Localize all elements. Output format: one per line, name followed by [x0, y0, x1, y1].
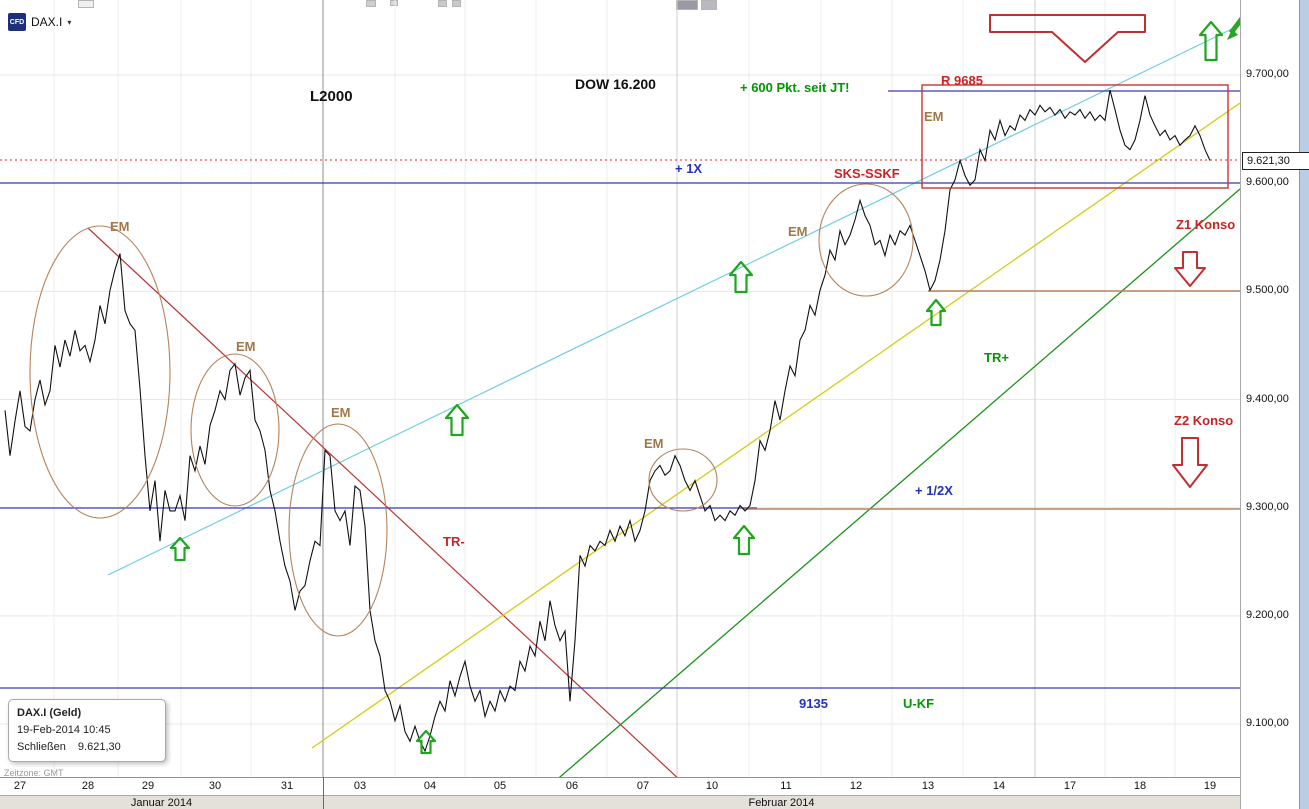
- pencil-icon[interactable]: [1227, 13, 1240, 40]
- x-tick-label: 13: [921, 780, 935, 792]
- annotation-r9685[interactable]: R 9685: [941, 73, 983, 88]
- toolbar-fragment[interactable]: [390, 0, 398, 6]
- annotation-em-2[interactable]: EM: [236, 339, 256, 354]
- y-tick-label: 9.200,00: [1246, 608, 1289, 621]
- y-tick-label: 9.600,00: [1246, 176, 1289, 189]
- x-tick-label: 07: [636, 780, 650, 792]
- annotation-u-kf[interactable]: U-KF: [903, 696, 935, 711]
- up-arrow-icon[interactable]: [732, 524, 756, 556]
- toolbar-fragment[interactable]: [452, 0, 461, 7]
- x-tick-label: 12: [849, 780, 863, 792]
- up-arrow-icon[interactable]: [728, 260, 754, 294]
- up-arrow-icon[interactable]: [925, 298, 947, 327]
- annotation-z1-konso[interactable]: Z1 Konso: [1176, 217, 1236, 232]
- x-tick-label: 17: [1063, 780, 1077, 792]
- annotation-em-3[interactable]: EM: [331, 405, 351, 420]
- em-ellipse-4[interactable]: [648, 448, 718, 512]
- annotation-tr-plus[interactable]: TR+: [984, 350, 1009, 365]
- down-arrow-icon[interactable]: [1172, 437, 1208, 488]
- x-tick-label: 03: [353, 780, 367, 792]
- annotation-sks-sskf[interactable]: SKS-SSKF: [834, 166, 900, 181]
- x-tick-label: 19: [1203, 780, 1217, 792]
- annotation-plus-half-x[interactable]: + 1/2X: [915, 483, 953, 498]
- up-arrow-icon[interactable]: [444, 403, 470, 437]
- x-tick-label: 27: [13, 780, 27, 792]
- em-ellipse-1[interactable]: [29, 225, 171, 519]
- instrument-name: DAX.I: [31, 15, 63, 29]
- up-arrow-icon[interactable]: [1198, 20, 1224, 62]
- annotation-l2000[interactable]: L2000: [310, 88, 353, 105]
- y-tick-label: 9.400,00: [1246, 392, 1289, 405]
- chart-bottom-border: [0, 777, 1240, 778]
- x-tick-label: 14: [992, 780, 1006, 792]
- trendline-tr-minus[interactable]: [87, 227, 682, 777]
- toolbar-fragment[interactable]: [701, 0, 717, 10]
- down-arrow-icon[interactable]: [989, 14, 1146, 63]
- annotation-tr-minus[interactable]: TR-: [443, 534, 465, 549]
- x-tick-label: 04: [423, 780, 437, 792]
- x-tick-label: 05: [493, 780, 507, 792]
- price-axis[interactable]: 9.700,00 9.600,00 9.500,00 9.400,00 9.300,00…: [1240, 0, 1299, 809]
- toolbar-fragment[interactable]: [78, 0, 94, 8]
- month-strip: Januar 2014 Februar 2014: [0, 795, 1240, 809]
- annotation-dow[interactable]: DOW 16.200: [575, 76, 656, 92]
- x-tick-label: 29: [141, 780, 155, 792]
- annotation-9135[interactable]: 9135: [799, 696, 828, 711]
- instrument-selector[interactable]: CFD DAX.I ▾: [8, 13, 71, 31]
- chevron-down-icon: ▾: [67, 17, 72, 27]
- gridlines: [0, 0, 1240, 777]
- down-arrow-icon[interactable]: [1174, 251, 1206, 287]
- chart-canvas[interactable]: [0, 0, 1240, 777]
- trendline-cyan-rising[interactable]: [107, 24, 1240, 576]
- tooltip-close-value: 9.621,30: [77, 741, 121, 754]
- annotation-em-6[interactable]: EM: [924, 109, 944, 124]
- cfd-logo-icon: CFD: [8, 13, 26, 31]
- x-tick-label: 30: [208, 780, 222, 792]
- up-arrow-icon[interactable]: [169, 536, 191, 562]
- em-ellipse-2[interactable]: [190, 353, 280, 507]
- annotation-600pkt[interactable]: + 600 Pkt. seit JT!: [740, 80, 850, 95]
- y-tick-label: 9.700,00: [1246, 68, 1289, 80]
- quote-tooltip: DAX.I (Geld) 19-Feb-2014 10:45 Schließen…: [8, 699, 166, 763]
- x-tick-label: 10: [705, 780, 719, 792]
- annotation-plus-1x[interactable]: + 1X: [675, 161, 703, 176]
- trendline-tr-plus[interactable]: [553, 188, 1240, 777]
- annotation-em-5[interactable]: EM: [788, 224, 808, 239]
- annotation-em-1[interactable]: EM: [110, 219, 130, 234]
- y-tick-label: 9.300,00: [1246, 500, 1289, 513]
- x-tick-label: 31: [280, 780, 294, 792]
- up-arrow-icon[interactable]: [415, 729, 437, 755]
- y-tick-label: 9.500,00: [1246, 284, 1289, 297]
- y-tick-label: 9.100,00: [1246, 717, 1289, 729]
- date-axis[interactable]: 27 28 29 30 31 03 04 05 06 07 10 11 12 13 14 17 18 19: [0, 778, 1240, 795]
- em-ellipse-3[interactable]: [288, 423, 388, 637]
- tooltip-title: DAX.I (Geld): [17, 707, 82, 719]
- month-label-januar: Januar 2014: [130, 797, 193, 809]
- tooltip-close-label: Schließen: [17, 741, 66, 754]
- tooltip-datetime: 19-Feb-2014 10:45: [17, 724, 111, 737]
- side-panel-strip: [1299, 0, 1309, 809]
- last-price-badge: 9.621,30: [1242, 152, 1309, 170]
- annotation-z2-konso[interactable]: Z2 Konso: [1174, 413, 1234, 428]
- toolbar-fragment[interactable]: [366, 0, 376, 7]
- x-tick-label: 06: [565, 780, 579, 792]
- month-label-februar: Februar 2014: [748, 797, 815, 809]
- consolidation-box[interactable]: [921, 84, 1229, 189]
- x-tick-label: 28: [81, 780, 95, 792]
- em-ellipse-5[interactable]: [818, 183, 914, 297]
- price-line: [4, 89, 1211, 753]
- x-tick-label: 11: [780, 780, 792, 792]
- toolbar-fragment[interactable]: [438, 0, 447, 7]
- month-separator-bottom: [323, 777, 324, 809]
- annotation-em-4[interactable]: EM: [644, 436, 664, 451]
- timezone-note: Zeitzone: GMT: [4, 768, 64, 778]
- x-tick-label: 18: [1133, 780, 1147, 792]
- trendline-yellow-rising[interactable]: [311, 102, 1240, 749]
